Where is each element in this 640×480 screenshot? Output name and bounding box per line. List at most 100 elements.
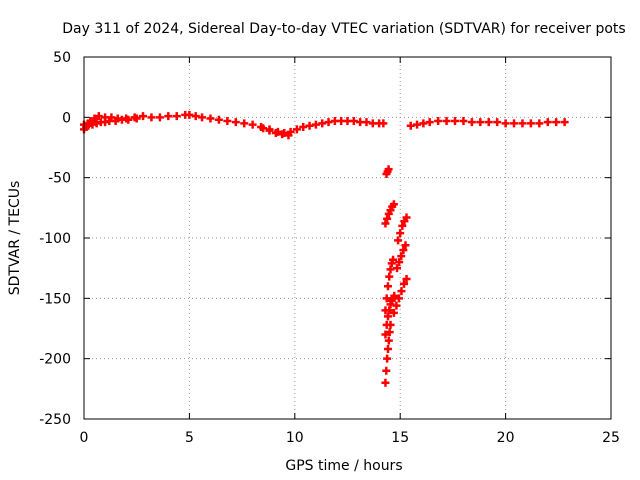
data-point xyxy=(389,255,398,264)
data-point xyxy=(389,308,398,317)
data-point xyxy=(164,112,173,121)
data-point xyxy=(425,118,434,127)
data-point xyxy=(552,118,561,127)
x-tick-label: 0 xyxy=(80,430,89,446)
data-point xyxy=(383,354,392,363)
data-point xyxy=(198,113,207,122)
data-point xyxy=(394,294,403,303)
data-point xyxy=(389,200,398,209)
series xyxy=(80,114,293,140)
series xyxy=(382,165,393,179)
data-point xyxy=(284,131,293,140)
data-point xyxy=(385,328,394,337)
data-point xyxy=(484,118,493,127)
data-point xyxy=(381,219,390,228)
chart-title: Day 311 of 2024, Sidereal Day-to-day VTE… xyxy=(62,21,625,37)
data-point xyxy=(139,112,148,121)
data-point xyxy=(90,114,99,123)
x-tick-label: 10 xyxy=(286,430,304,446)
x-axis-label: GPS time / hours xyxy=(285,458,402,474)
data-point xyxy=(248,120,257,129)
data-point xyxy=(393,264,402,273)
data-point xyxy=(399,279,408,288)
data-point xyxy=(292,125,301,134)
series xyxy=(394,213,411,245)
series xyxy=(393,241,410,273)
data-point xyxy=(459,116,468,125)
series xyxy=(381,200,398,228)
data-point xyxy=(223,116,232,125)
data-point xyxy=(124,115,133,124)
data-point xyxy=(442,116,451,125)
series xyxy=(381,320,395,387)
data-point xyxy=(384,165,393,174)
data-point xyxy=(383,345,392,354)
data-point xyxy=(231,118,240,127)
x-tick-label: 25 xyxy=(602,430,620,446)
data-points xyxy=(80,110,569,387)
x-tick-label: 15 xyxy=(391,430,409,446)
x-tick-label: 20 xyxy=(497,430,515,446)
data-point xyxy=(383,282,392,291)
series xyxy=(389,275,411,317)
data-point xyxy=(397,252,406,261)
data-point xyxy=(501,119,510,128)
data-point xyxy=(398,221,407,230)
data-point xyxy=(526,119,535,128)
data-point xyxy=(397,287,406,296)
data-point xyxy=(384,336,393,345)
ticks: 0 5 10 15 20 25 50 0 -50 -100 -150 -200 -250 xyxy=(39,50,620,446)
data-point xyxy=(382,366,391,375)
data-point xyxy=(172,112,181,121)
data-point xyxy=(396,229,405,238)
data-point xyxy=(401,241,410,250)
data-point xyxy=(206,114,215,123)
y-tick-label: -200 xyxy=(39,352,71,368)
y-tick-label: -250 xyxy=(39,412,71,428)
data-point xyxy=(385,272,394,281)
data-point xyxy=(518,119,527,128)
data-point xyxy=(383,312,392,321)
data-point xyxy=(259,124,268,133)
data-point xyxy=(402,213,411,222)
data-point xyxy=(386,320,395,329)
plot-frame xyxy=(83,56,612,420)
data-point xyxy=(493,118,502,127)
y-tick-label: -100 xyxy=(39,231,71,247)
data-point xyxy=(392,301,401,310)
y-tick-label: 0 xyxy=(62,110,71,126)
series xyxy=(80,110,388,138)
data-point xyxy=(214,115,223,124)
data-point xyxy=(240,119,249,128)
y-tick-label: -50 xyxy=(48,171,71,187)
y-axis-label: SDTVAR / TECUs xyxy=(7,181,23,296)
data-point xyxy=(543,118,552,127)
data-point xyxy=(390,291,399,300)
data-point xyxy=(535,119,544,128)
data-point xyxy=(385,306,394,315)
data-point xyxy=(399,246,408,255)
y-tick-label: 50 xyxy=(53,50,71,66)
data-point xyxy=(265,126,274,135)
data-point xyxy=(560,118,569,127)
data-point xyxy=(476,118,485,127)
data-point xyxy=(394,236,403,245)
data-point xyxy=(155,113,164,122)
data-point xyxy=(132,114,141,123)
data-point xyxy=(451,116,460,125)
y-tick-label: -150 xyxy=(39,291,71,307)
grid xyxy=(84,57,611,419)
data-point xyxy=(395,258,404,267)
data-point xyxy=(147,113,156,122)
data-point xyxy=(510,119,519,128)
data-point xyxy=(381,378,390,387)
data-point xyxy=(379,119,388,128)
data-point xyxy=(381,330,390,339)
data-point xyxy=(467,118,476,127)
x-tick-label: 5 xyxy=(185,430,194,446)
data-point xyxy=(402,275,411,284)
series xyxy=(406,116,569,130)
data-point xyxy=(434,116,443,125)
data-point xyxy=(383,214,392,223)
